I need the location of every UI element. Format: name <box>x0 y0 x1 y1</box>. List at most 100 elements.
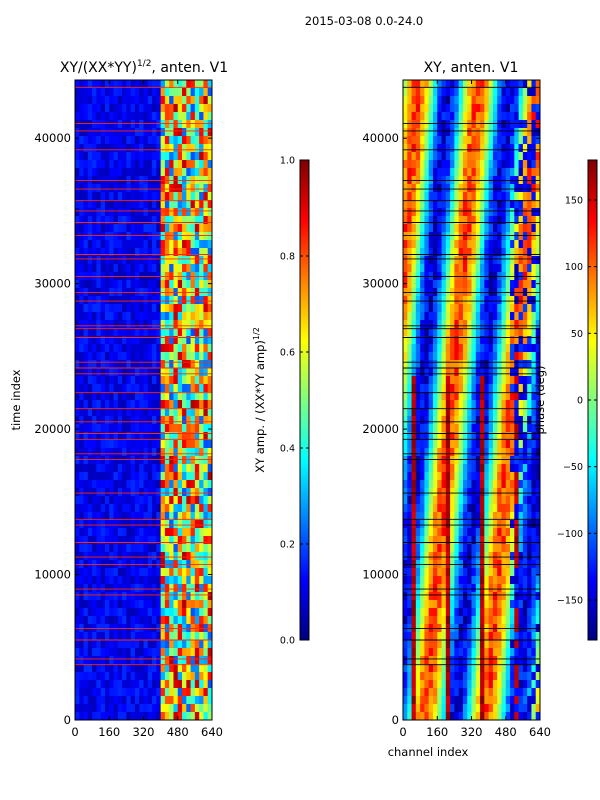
amp-cell <box>173 552 179 561</box>
amp-cell <box>139 184 144 193</box>
phase-panel: XY, anten. V1 0 160 320 480 640 010000200003… <box>362 60 551 759</box>
phase-cell <box>437 256 442 265</box>
amp-cell <box>75 160 80 169</box>
phase-cell <box>428 208 434 217</box>
phase-cell <box>510 552 515 561</box>
amp-cell <box>199 104 204 113</box>
amp-cell <box>199 360 204 369</box>
phase-cell <box>484 328 490 337</box>
phase-cell <box>510 392 515 401</box>
amp-cell <box>117 696 123 705</box>
amp-cell <box>169 632 174 641</box>
phase-cell <box>475 368 481 377</box>
phase-cell <box>467 488 472 497</box>
phase-cell <box>441 240 447 249</box>
phase-cell <box>424 280 430 289</box>
phase-cell <box>454 208 460 217</box>
amp-cell <box>87 264 93 273</box>
phase-cell <box>411 536 417 545</box>
amp-cell <box>207 344 212 353</box>
phase-cell <box>428 632 434 641</box>
amp-cell <box>194 568 200 577</box>
amp-cell <box>126 384 132 393</box>
phase-cell <box>445 128 451 137</box>
phase-cell <box>501 80 507 89</box>
amp-cell <box>113 280 119 289</box>
amp-cell <box>177 160 183 169</box>
amp-cell <box>164 216 170 225</box>
amp-cell <box>75 168 80 177</box>
phase-cell <box>518 312 524 321</box>
phase-cell <box>403 456 408 465</box>
phase-cell <box>420 432 425 441</box>
amp-cell <box>113 184 119 193</box>
amp-cell <box>126 320 132 329</box>
amp-cell <box>156 344 162 353</box>
amp-cell <box>203 696 209 705</box>
amp-cell <box>109 520 114 529</box>
phase-cell <box>428 152 434 161</box>
amp-cell <box>194 488 200 497</box>
phase-cell <box>420 80 425 89</box>
amp-cell <box>79 400 84 409</box>
amp-cell <box>152 696 157 705</box>
phase-cell <box>484 656 490 665</box>
phase-cell <box>488 256 494 265</box>
amp-cell <box>87 88 93 97</box>
phase-cell <box>497 216 502 225</box>
phase-cell <box>488 128 494 137</box>
phase-cell <box>454 600 460 609</box>
amp-cell <box>143 576 149 585</box>
phase-cell <box>458 448 464 457</box>
phase-cell <box>407 472 412 481</box>
phase-cell <box>432 80 438 89</box>
phase-cell <box>407 432 412 441</box>
amp-cell <box>134 120 140 129</box>
amp-cell <box>152 472 157 481</box>
amp-cell <box>83 248 89 257</box>
phase-cell <box>527 208 532 217</box>
amp-cell <box>117 120 123 129</box>
amp-cell <box>177 400 183 409</box>
phase-cell <box>462 208 468 217</box>
amp-cell <box>182 704 187 713</box>
amp-cell <box>113 264 119 273</box>
phase-cell <box>424 112 430 121</box>
phase-cell <box>505 336 511 345</box>
amp-cell <box>143 128 149 137</box>
phase-cell <box>445 120 451 129</box>
phase-cell <box>527 264 532 273</box>
phase-cell <box>403 392 408 401</box>
phase-cell <box>462 384 468 393</box>
amp-cell <box>152 640 157 649</box>
phase-cell <box>480 368 485 377</box>
phase-cell <box>441 496 447 505</box>
amp-cell <box>164 264 170 273</box>
phase-cell <box>454 584 460 593</box>
phase-cell <box>535 192 540 201</box>
amp-cell <box>100 416 106 425</box>
amp-cell <box>113 632 119 641</box>
amp-cell <box>113 80 119 89</box>
phase-cell <box>454 352 460 361</box>
phase-cell <box>424 632 430 641</box>
phase-cell <box>428 224 434 233</box>
phase-cell <box>403 80 408 89</box>
phase-cell <box>415 584 421 593</box>
amp-cell <box>190 600 196 609</box>
amp-cell <box>100 136 106 145</box>
amp-cell <box>96 648 102 657</box>
y-tick-label: 0 <box>64 713 71 727</box>
phase-cell <box>420 88 425 97</box>
amp-cell <box>122 192 127 201</box>
phase-cell <box>522 456 528 465</box>
amp-cell <box>194 712 200 720</box>
amp-cell <box>92 640 97 649</box>
phase-cell <box>467 224 472 233</box>
phase-cell <box>475 208 481 217</box>
amp-cell <box>117 456 123 465</box>
phase-cell <box>432 640 438 649</box>
phase-cell <box>428 576 434 585</box>
phase-cell <box>424 464 430 473</box>
phase-cell <box>424 248 430 257</box>
